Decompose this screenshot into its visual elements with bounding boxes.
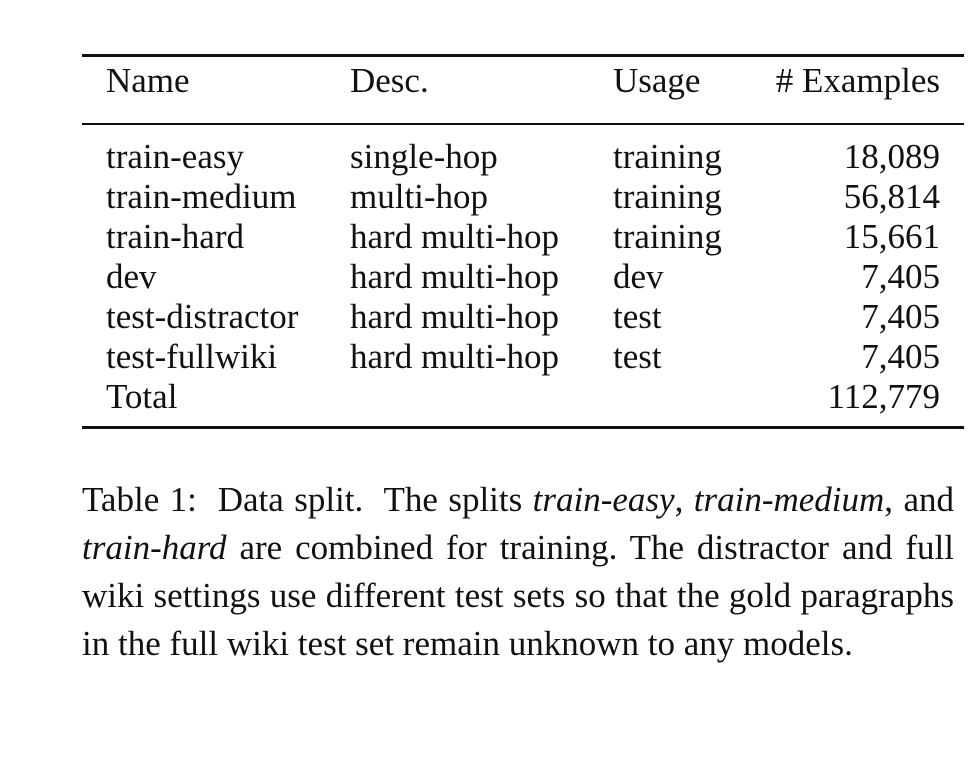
table-row: dev hard multi-hop dev 7,405 xyxy=(82,257,964,297)
caption-text: The splits xyxy=(383,480,523,519)
cell-desc: single-hop xyxy=(350,137,498,176)
cell-desc: multi-hop xyxy=(350,177,489,216)
cell-name: dev xyxy=(106,257,157,296)
cell-usage: test xyxy=(613,297,662,336)
caption-split-name: train-hard xyxy=(82,528,227,567)
caption-label: Table 1: xyxy=(82,480,197,519)
cell-usage: training xyxy=(613,217,722,256)
table-bottom-rule xyxy=(82,426,964,429)
cell-usage: dev xyxy=(613,257,664,296)
header-examples: # Examples xyxy=(775,61,940,100)
cell-desc: hard multi-hop xyxy=(350,297,559,336)
cell-examples: 18,089 xyxy=(843,137,940,176)
cell-examples: 7,405 xyxy=(861,257,940,296)
cell-examples: 112,779 xyxy=(827,377,940,416)
cell-name: test-distractor xyxy=(106,297,299,336)
caption-text: , xyxy=(674,480,684,519)
cell-desc: hard multi-hop xyxy=(350,217,559,256)
cell-usage: test xyxy=(613,337,662,376)
header-desc: Desc. xyxy=(350,61,429,100)
table-top-rule xyxy=(82,54,964,57)
table-caption: Table 1: Data split. The splits train-ea… xyxy=(82,476,954,668)
cell-desc xyxy=(350,377,613,426)
table-row: test-distractor hard multi-hop test 7,40… xyxy=(82,297,964,337)
cell-usage: training xyxy=(613,137,722,176)
table-total-row: Total 112,779 xyxy=(82,377,964,426)
caption-split-name: train-medium xyxy=(693,480,885,519)
cell-name: test-fullwiki xyxy=(106,337,278,376)
header-name: Name xyxy=(106,61,190,100)
caption-text: , and xyxy=(884,480,955,519)
table-row: test-fullwiki hard multi-hop test 7,405 xyxy=(82,337,964,377)
caption-split-name: train-easy xyxy=(532,480,675,519)
cell-usage xyxy=(613,377,769,426)
cell-desc: hard multi-hop xyxy=(350,257,559,296)
table-mid-rule xyxy=(82,123,964,125)
table-header-row: Name Desc. Usage # Examples xyxy=(82,57,964,123)
cell-name: train-medium xyxy=(106,177,297,216)
table-row: train-hard hard multi-hop training 15,66… xyxy=(82,217,964,257)
cell-desc: hard multi-hop xyxy=(350,337,559,376)
cell-name: train-hard xyxy=(106,217,244,256)
cell-examples: 7,405 xyxy=(861,337,940,376)
header-usage: Usage xyxy=(613,61,701,100)
table-row: train-easy single-hop training 18,089 xyxy=(82,125,964,177)
table-row: train-medium multi-hop training 56,814 xyxy=(82,177,964,217)
data-split-table: Name Desc. Usage # Examples train-easy s… xyxy=(82,54,964,429)
caption-lead: Data split. xyxy=(217,480,364,519)
cell-examples: 15,661 xyxy=(843,217,940,256)
caption-text: are combined for training. The distracto… xyxy=(82,528,954,663)
cell-name: Total xyxy=(106,377,178,416)
cell-examples: 56,814 xyxy=(843,177,940,216)
cell-name: train-easy xyxy=(106,137,244,176)
cell-usage: training xyxy=(613,177,722,216)
table-grid: Name Desc. Usage # Examples train-easy s… xyxy=(82,57,964,426)
cell-examples: 7,405 xyxy=(861,297,940,336)
